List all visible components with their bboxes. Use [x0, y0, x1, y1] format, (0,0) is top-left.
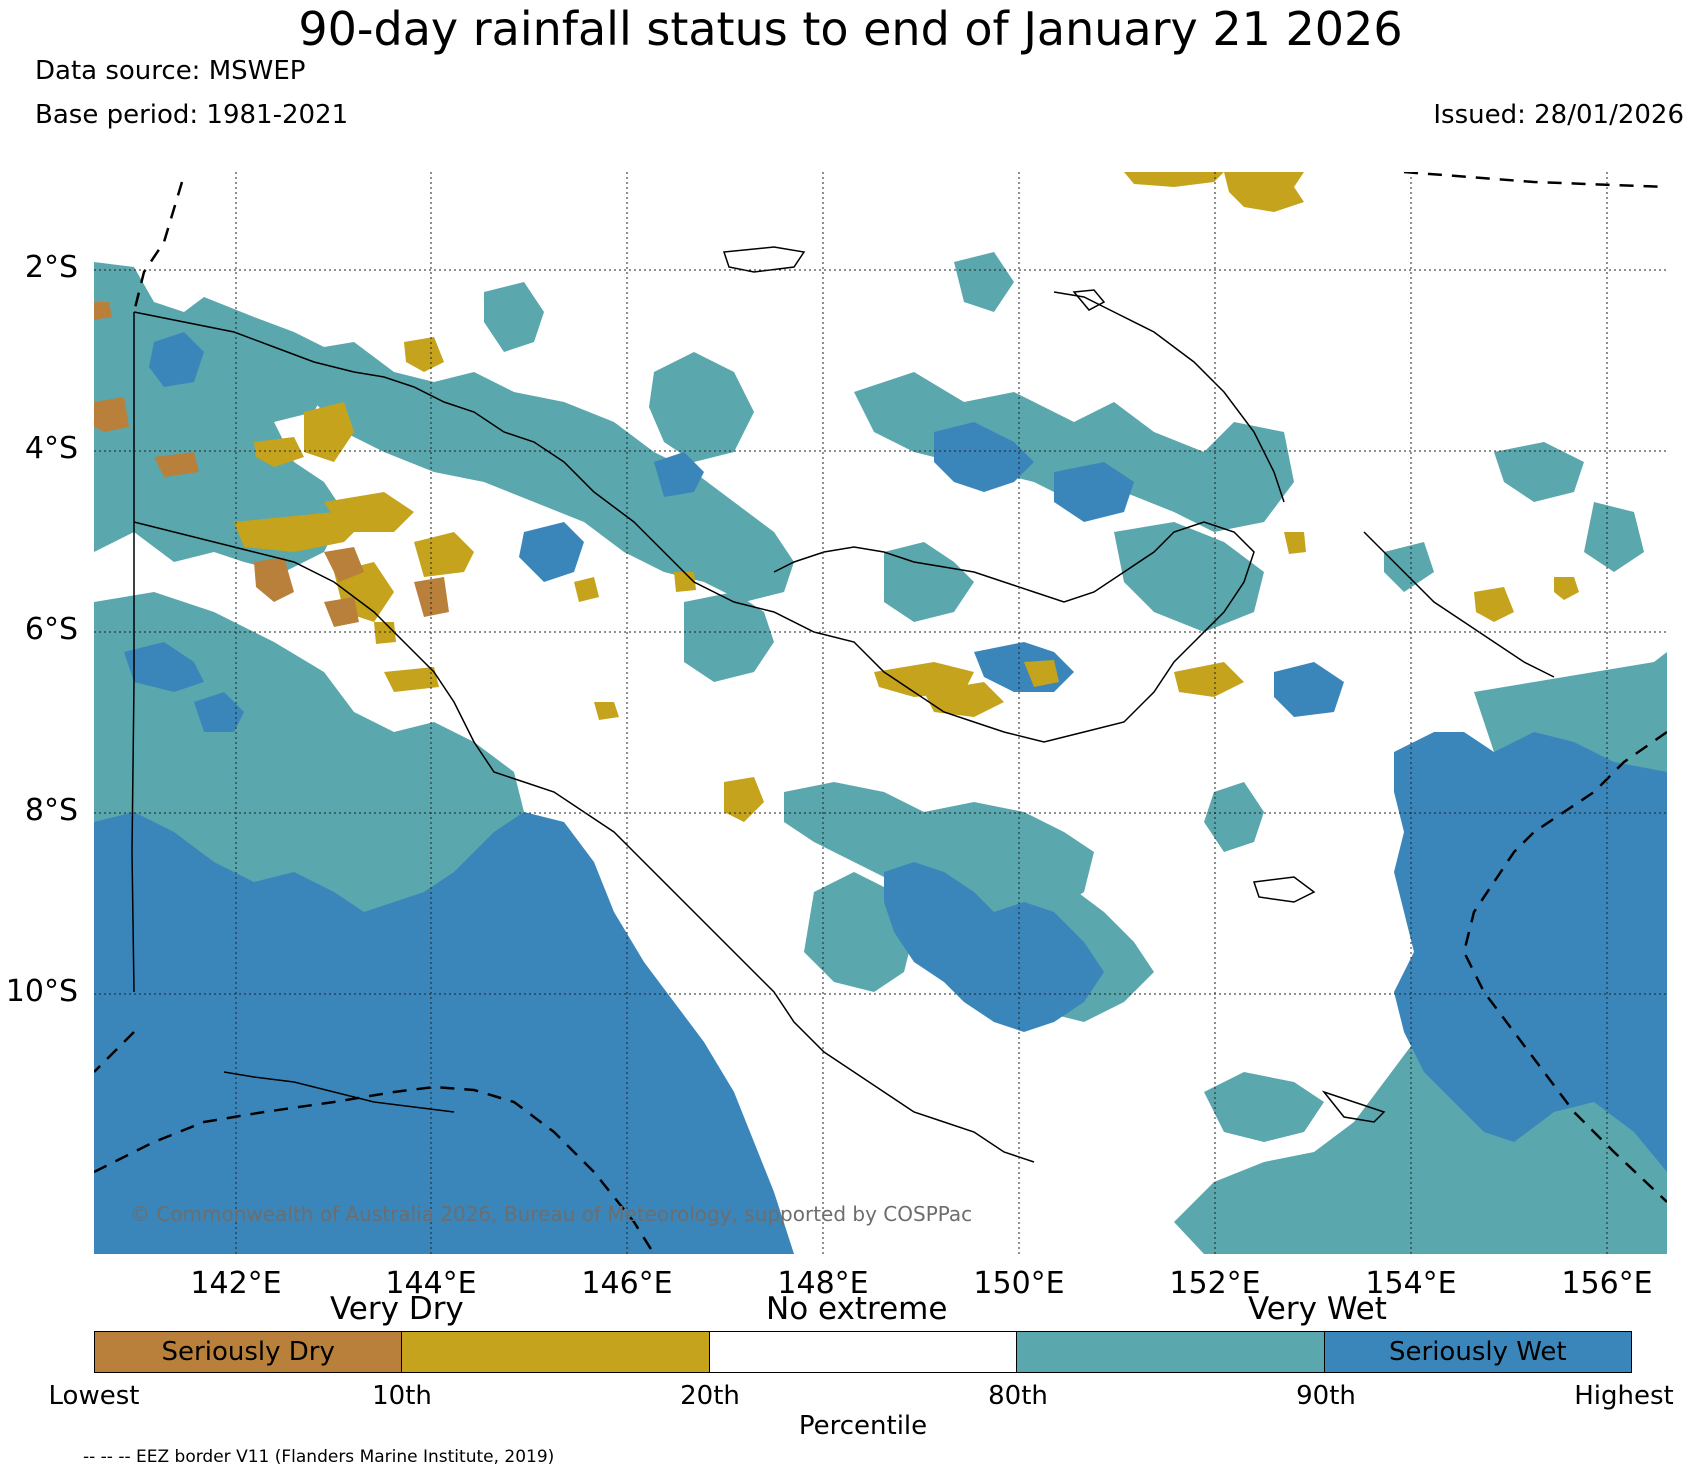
eez-footnote: -- -- -- EEZ border V11 (Flanders Marine… [83, 1447, 555, 1467]
tick-lowest: Lowest [48, 1381, 140, 1411]
legend-seriously-dry: Seriously Dry [95, 1332, 403, 1372]
eez-borders [93, 170, 1668, 1255]
lat-label-10s: 10°S [5, 974, 78, 1009]
lon-label-148e: 148°E [777, 1266, 869, 1301]
lon-label-156e: 156°E [1561, 1266, 1653, 1301]
tick-90th: 90th [1296, 1381, 1356, 1411]
graticule [94, 172, 1667, 1254]
page-title: 90-day rainfall status to end of January… [298, 2, 1403, 56]
lon-label-154e: 154°E [1365, 1266, 1457, 1301]
lat-label-6s: 6°S [24, 612, 78, 647]
lon-label-144e: 144°E [385, 1266, 477, 1301]
very-dry-areas [234, 172, 1579, 822]
coastlines [131, 246, 1555, 1163]
category-very-dry: Very Dry [330, 1291, 464, 1327]
base-period: Base period: 1981-2021 [35, 100, 349, 130]
lon-label-152e: 152°E [1169, 1266, 1261, 1301]
lat-label-2s: 2°S [24, 250, 78, 285]
lat-label-4s: 4°S [24, 431, 78, 466]
map-canvas [93, 170, 1668, 1255]
rainfall-map [93, 170, 1668, 1255]
legend-seriously-wet-label: Seriously Wet [1389, 1337, 1567, 1367]
tick-10th: 10th [372, 1381, 432, 1411]
category-very-wet: Very Wet [1248, 1291, 1387, 1327]
copyright-notice: © Commonwealth of Australia 2026, Bureau… [130, 1202, 973, 1226]
tick-80th: 80th [988, 1381, 1048, 1411]
seriously-dry-areas [94, 302, 449, 627]
legend-very-wet [1017, 1332, 1325, 1372]
legend-very-dry [402, 1332, 710, 1372]
data-source: Data source: MSWEP [35, 56, 306, 86]
seriously-wet-areas [94, 332, 1667, 1254]
tick-20th: 20th [680, 1381, 740, 1411]
lat-label-8s: 8°S [24, 793, 78, 828]
percentile-axis-label: Percentile [798, 1411, 928, 1441]
lon-label-146e: 146°E [581, 1266, 673, 1301]
lon-label-142e: 142°E [190, 1266, 282, 1301]
issued-date: Issued: 28/01/2026 [1433, 100, 1684, 130]
lon-label-150e: 150°E [973, 1266, 1065, 1301]
legend-no-extreme [709, 1332, 1018, 1372]
tick-highest: Highest [1574, 1381, 1674, 1411]
legend-seriously-wet: Seriously Wet [1324, 1332, 1632, 1372]
legend-seriously-dry-label: Seriously Dry [161, 1337, 335, 1367]
category-no-extreme: No extreme [766, 1291, 948, 1327]
legend-colorbar: Seriously Dry Seriously Wet [94, 1331, 1632, 1373]
